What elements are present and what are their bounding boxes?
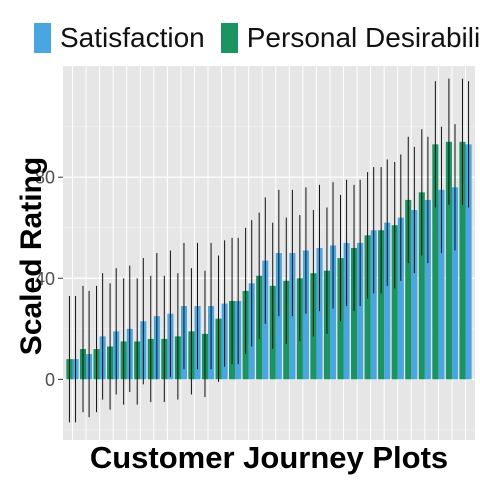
bar-satisfaction bbox=[451, 187, 459, 380]
bar-satisfaction bbox=[343, 242, 350, 380]
bar-personal-desirability bbox=[378, 230, 385, 380]
y-axis-title: Scaled Rating bbox=[15, 156, 48, 356]
legend-item-personal-desirability: Personal Desirability bbox=[220, 22, 480, 54]
x-axis-title: Customer Journey Plots bbox=[89, 440, 449, 475]
bar-satisfaction bbox=[302, 250, 309, 380]
y-tick-label: 40 bbox=[35, 269, 55, 289]
legend-label-personal-desirability: Personal Desirability bbox=[246, 22, 480, 53]
legend: Satisfaction Personal Desirability bbox=[34, 16, 480, 60]
bar-satisfaction bbox=[438, 189, 445, 380]
bar-satisfaction bbox=[384, 222, 391, 380]
bar-personal-desirability bbox=[445, 141, 452, 380]
bar-personal-desirability bbox=[459, 141, 466, 380]
bar-personal-desirability bbox=[350, 247, 358, 380]
bar-satisfaction bbox=[370, 230, 377, 380]
y-tick-label: 0 bbox=[45, 370, 55, 390]
bar-personal-desirability bbox=[405, 199, 412, 380]
bar-satisfaction bbox=[397, 217, 404, 380]
bar-personal-desirability bbox=[391, 225, 398, 380]
bar-satisfaction bbox=[329, 245, 337, 380]
bar-satisfaction bbox=[316, 247, 323, 380]
bar-personal-desirability bbox=[432, 144, 439, 380]
bar-satisfaction bbox=[357, 242, 364, 380]
bar-personal-desirability bbox=[364, 235, 371, 380]
legend-label-satisfaction: Satisfaction bbox=[60, 22, 205, 53]
bar-personal-desirability bbox=[418, 192, 425, 380]
y-tick-label: 80 bbox=[35, 168, 55, 188]
bar-satisfaction bbox=[424, 199, 431, 380]
bar-satisfaction bbox=[465, 144, 472, 380]
plot-area: 0 40 80 bbox=[35, 66, 475, 440]
legend-swatch-satisfaction bbox=[34, 23, 51, 53]
bar-satisfaction bbox=[411, 210, 418, 380]
legend-item-satisfaction: Satisfaction bbox=[34, 22, 205, 54]
legend-swatch-personal-desirability bbox=[220, 23, 238, 53]
